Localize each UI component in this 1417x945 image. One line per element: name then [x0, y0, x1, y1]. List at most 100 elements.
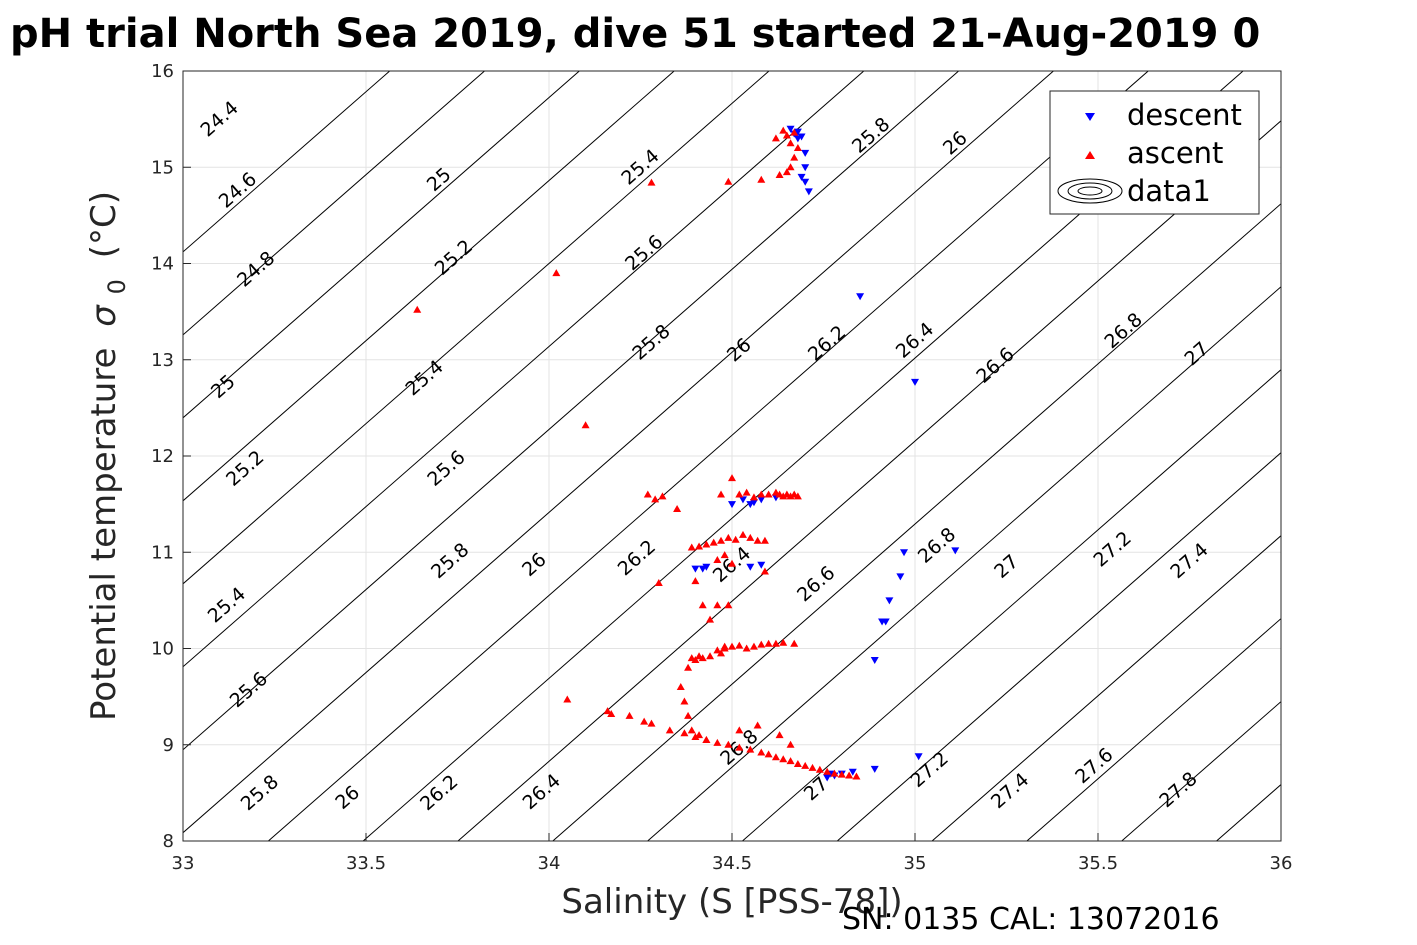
ascent-point	[757, 490, 766, 498]
ascent-point	[695, 542, 704, 550]
ascent-point	[413, 305, 422, 313]
ascent-point	[717, 649, 726, 657]
ascent-point	[731, 535, 740, 543]
x-tick-label: 34.5	[712, 853, 752, 874]
descent-point	[801, 178, 810, 186]
x-tick-label: 33	[172, 853, 195, 874]
ascent-point	[713, 738, 722, 746]
y-axis-label-text: Potential temperature	[84, 348, 124, 721]
ascent-point	[698, 601, 707, 609]
descent-point	[728, 501, 736, 509]
ascent-point	[691, 733, 700, 741]
y-axis-label: Potential temperature σ 0 (°C)	[84, 191, 131, 721]
density-contour-line	[183, 71, 675, 502]
descent-point	[793, 128, 802, 136]
ascent-point	[607, 709, 616, 717]
ascent-point	[702, 735, 711, 743]
density-contour-line	[647, 286, 1281, 841]
ascent-point	[801, 761, 810, 769]
density-contour-line	[1311, 71, 1417, 841]
descent-point	[757, 561, 766, 569]
ascent-point	[713, 555, 722, 563]
legend: descent ascent data1	[1049, 90, 1260, 215]
density-contour-line	[183, 71, 391, 253]
ascent-point	[764, 639, 773, 647]
ascent-point	[603, 707, 612, 715]
descent-point	[881, 618, 890, 626]
ascent-point	[837, 770, 846, 778]
descent-point	[870, 765, 879, 773]
ascent-point	[793, 144, 802, 151]
ascent-point	[680, 729, 689, 737]
ascent-point	[790, 128, 799, 136]
descent-point	[786, 125, 795, 133]
descent-point	[951, 547, 960, 555]
ascent-point	[654, 579, 663, 587]
ascent-point	[684, 663, 693, 671]
ascent-point	[724, 533, 733, 541]
y-tick-label: 9	[163, 735, 174, 756]
legend-box	[1049, 90, 1260, 215]
y-tick-label: 15	[151, 157, 174, 178]
ascent-point	[735, 490, 744, 498]
ascent-point	[680, 697, 689, 705]
ascent-point	[724, 177, 733, 185]
y-tick-label: 10	[151, 639, 174, 660]
ascent-point	[643, 490, 652, 498]
density-contour-line	[183, 71, 580, 419]
ascent-point	[786, 139, 795, 147]
ascent-point	[775, 731, 784, 739]
ascent-point	[742, 644, 751, 652]
descent-point	[757, 496, 766, 504]
ascent-point	[852, 772, 861, 780]
ascent-point	[771, 134, 780, 142]
ascent-point	[786, 757, 795, 765]
ascent-point	[709, 538, 718, 546]
descent-point	[914, 753, 923, 761]
y-axis-label-unit: (°C)	[84, 191, 124, 258]
y-tick-label: 8	[163, 831, 174, 852]
descent-point	[702, 563, 711, 571]
density-contour-line	[183, 71, 1054, 834]
ascent-point	[764, 750, 773, 758]
ascent-point	[742, 488, 751, 496]
ascent-point	[749, 493, 758, 501]
ascent-point	[760, 536, 769, 544]
ascent-point	[728, 559, 736, 567]
ascent-point	[779, 638, 788, 646]
serial-calibration-footer: SN: 0135 CAL: 13072016	[842, 902, 1220, 937]
legend-descent-label: descent	[1127, 98, 1242, 132]
ascent-point	[647, 178, 656, 186]
y-tick-label: 13	[151, 350, 174, 371]
ascent-point	[647, 719, 656, 727]
ascent-point	[808, 763, 817, 771]
ascent-point	[581, 421, 590, 429]
ascent-point	[764, 490, 773, 498]
ascent-point	[687, 543, 696, 551]
density-contour-line	[552, 203, 1281, 841]
ascent-point	[676, 683, 685, 690]
descent-point	[797, 133, 806, 141]
ascent-point	[713, 646, 722, 654]
ascent-point	[757, 640, 766, 648]
ascent-point	[717, 490, 726, 498]
ascent-point	[735, 743, 744, 751]
ascent-point	[786, 163, 795, 171]
y-tick-label: 12	[151, 446, 174, 467]
legend-ascent-marker	[1085, 151, 1095, 159]
y-axis: 8 9 10 11 12 13 14 15 16	[151, 61, 191, 852]
density-contour-line	[742, 369, 1281, 841]
ascent-point	[746, 745, 755, 753]
x-tick-label: 35	[904, 853, 927, 874]
ascent-point	[779, 492, 788, 500]
ascent-point	[706, 652, 715, 660]
ascent-point	[779, 126, 788, 134]
ascent-point	[786, 740, 795, 748]
descent-point	[900, 549, 909, 557]
ascent-point	[790, 639, 799, 647]
x-tick-label: 36	[1270, 853, 1293, 874]
descent-point	[896, 573, 905, 581]
ascent-point	[717, 536, 726, 544]
ascent-point	[746, 533, 755, 541]
ascent-series	[413, 126, 861, 780]
